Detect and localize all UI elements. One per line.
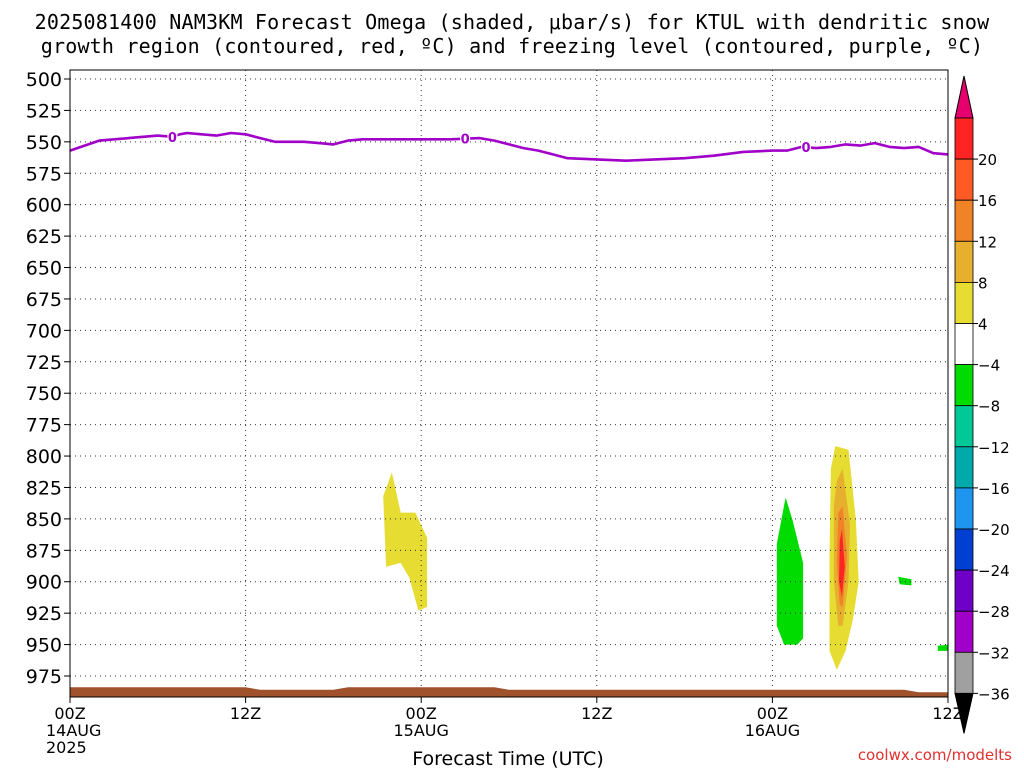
y-axis: 500 525 550 575 600 625 650 675 700 725 750 775 800 8… [26,69,70,688]
y-tick-label-550: 550 [26,132,62,154]
y-tick-label-700: 700 [26,320,62,342]
freezing-level-label-0: 0 [168,131,177,146]
colorbar-swatch-0 [954,117,974,160]
chart-title-line-2: growth region (contoured, red, ºC) and f… [40,34,984,58]
y-tick-label-775: 775 [26,415,62,437]
colorbar-swatch-6 [954,364,974,407]
colorbar-swatch-3 [954,240,974,283]
omega-region-1 [776,497,804,645]
colorbar-label-8: −16 [978,480,1010,498]
colorbar-swatch-8 [954,446,974,489]
y-tick-label-825: 825 [26,477,62,499]
x-tick-label-24-1: 15AUG [393,721,448,740]
terrain-layer [70,687,948,697]
colorbar-label-3: 8 [978,274,988,292]
colorbar-label-4: 4 [978,316,988,334]
y-tick-label-800: 800 [26,446,62,468]
x-tick-label-0-0: 00Z [54,704,85,723]
plot-frame [69,69,949,698]
x-tick-label-12-0: 12Z [230,704,261,723]
y-tick-label-675: 675 [26,289,62,311]
colorbar-top-triangle [954,75,974,119]
y-tick-label-600: 600 [26,195,62,217]
y-tick-label-500: 500 [26,69,62,91]
freezing-level-label-1: 0 [461,133,470,148]
colorbar-swatch-5 [954,323,974,365]
y-tick-label-525: 525 [26,100,62,122]
colorbar-swatch-2 [954,199,974,242]
colorbar-label-10: −24 [978,562,1010,580]
y-tick-label-725: 725 [26,352,62,374]
y-tick-label-575: 575 [26,163,62,185]
omega-region-0 [383,472,428,611]
y-tick-label-925: 925 [26,603,62,625]
colorbar-swatch-11 [954,569,974,612]
colorbar-swatch-10 [954,528,974,571]
x-tick-label-48-1: 16AUG [745,721,800,740]
colorbar-label-13: −36 [978,685,1010,703]
colorbar-label-12: −32 [978,644,1010,662]
omega-region-5 [839,528,845,597]
freezing-level-line [69,131,949,162]
terrain-fill [70,687,948,697]
colorbar-label-2: 12 [978,233,997,251]
y-tick-label-975: 975 [26,666,62,688]
x-axis-title: Forecast Time (UTC) [412,748,603,768]
colorbar-label-9: −20 [978,521,1010,539]
colorbar-swatch-4 [954,281,974,324]
grid-layer [70,70,948,697]
y-tick-label-625: 625 [26,226,62,248]
colorbar-label-1: 16 [978,192,997,210]
y-tick-label-750: 750 [26,383,62,405]
freezing-level-label-2: 0 [802,141,811,156]
y-tick-label-875: 875 [26,540,62,562]
colorbar-bottom-triangle [954,692,974,734]
colorbar-swatch-7 [954,405,974,448]
colorbar-label-6: −8 [978,398,1000,416]
x-tick-label-24-0: 00Z [406,704,437,723]
freezing-label-bg-0 [167,128,178,144]
colorbar-label-5: −4 [978,357,1000,375]
colorbar-label-11: −28 [978,603,1010,621]
y-tick-label-950: 950 [26,635,62,657]
credit-text: coolwx.com/modelts [858,746,1012,764]
y-tick-label-900: 900 [26,572,62,594]
x-tick-label-48-0: 00Z [757,704,788,723]
x-tick-label-0-2: 2025 [46,738,87,757]
plot-border [69,69,949,698]
omega-colorbar: 20 16 12 8 4 −4 −8 −12 −16 −20 −24 −28 −32 −36 [954,75,1010,734]
colorbar-swatch-12 [954,610,974,653]
freezing-label-bg-2 [801,139,812,155]
chart-title-line-1: 2025081400 NAM3KM Forecast Omega (shaded… [34,10,990,34]
y-tick-label-650: 650 [26,258,62,280]
x-tick-label-60-0: 12Z [932,704,963,723]
colorbar-swatch-1 [954,158,974,201]
colorbar-swatch-13 [954,651,974,694]
colorbar-swatch-9 [954,487,974,530]
omega-region-7 [937,644,948,651]
freezing-label-bg-1 [460,130,471,146]
freezing-level-layer: 0 0 0 [69,128,949,162]
omega-region-6 [898,576,912,586]
x-tick-label-0-1: 14AUG [46,721,101,740]
x-tick-label-36-0: 12Z [581,704,612,723]
colorbar-label-7: −12 [978,439,1010,457]
y-tick-label-850: 850 [26,509,62,531]
omega-shading-layer [383,446,948,670]
colorbar-label-0: 20 [978,151,997,169]
